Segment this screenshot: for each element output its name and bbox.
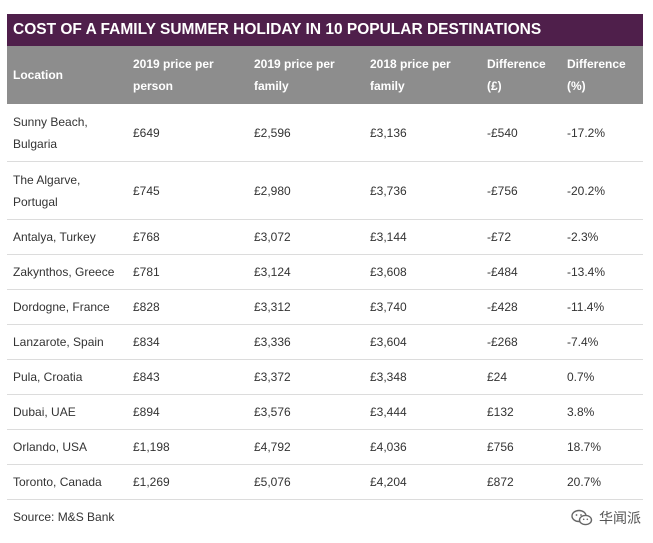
column-header-2019-price-per-family: 2019 price per family [248, 46, 364, 104]
cell-price-2019-family: £4,792 [248, 429, 364, 465]
cell-location: Dordogne, France [7, 289, 127, 325]
watermark: 华闻派 [571, 508, 641, 528]
source-note: Source: M&S Bank [13, 510, 115, 524]
cell-price-2019-person: £768 [127, 219, 248, 255]
cell-price-2019-person: £745 [127, 161, 248, 220]
cell-location: Orlando, USA [7, 429, 127, 465]
cell-price-2019-person: £834 [127, 324, 248, 360]
cell-price-2019-family: £3,576 [248, 394, 364, 430]
table-row: Pula, Croatia £843 £3,372 £3,348 £24 0.7% [7, 359, 643, 395]
cell-location: The Algarve, Portugal [7, 161, 127, 220]
watermark-text: 华闻派 [599, 510, 641, 526]
cell-difference-percent: 18.7% [561, 429, 643, 465]
cell-price-2019-person: £1,269 [127, 464, 248, 500]
cell-difference-percent: -7.4% [561, 324, 643, 360]
table-title: COST OF A FAMILY SUMMER HOLIDAY IN 10 PO… [7, 14, 643, 46]
column-header-difference-percent: Difference (%) [561, 46, 643, 104]
cell-location: Pula, Croatia [7, 359, 127, 395]
cell-difference-percent: 3.8% [561, 394, 643, 430]
table-row: Orlando, USA £1,198 £4,792 £4,036 £756 18.7% [7, 429, 643, 465]
cell-difference-percent: -11.4% [561, 289, 643, 325]
table-row: The Algarve, Portugal £745 £2,980 £3,736 -£7… [7, 161, 643, 220]
cell-price-2018-family: £3,348 [364, 359, 481, 395]
cell-location: Lanzarote, Spain [7, 324, 127, 360]
cell-difference-pounds: £756 [481, 429, 561, 465]
cell-difference-pounds: -£756 [481, 161, 561, 220]
table-row: Toronto, Canada £1,269 £5,076 £4,204 £872 20.… [7, 464, 643, 500]
column-header-2019-price-per-person: 2019 price per person [127, 46, 248, 104]
column-header-difference-pounds: Difference (£) [481, 46, 561, 104]
cell-price-2019-family: £3,372 [248, 359, 364, 395]
table-row: Dordogne, France £828 £3,312 £3,740 -£428 -11… [7, 289, 643, 325]
cell-location: Dubai, UAE [7, 394, 127, 430]
cell-difference-percent: 0.7% [561, 359, 643, 395]
cell-price-2019-family: £3,336 [248, 324, 364, 360]
table-row: Antalya, Turkey £768 £3,072 £3,144 -£72 -2.3% [7, 219, 643, 255]
cell-price-2018-family: £3,608 [364, 254, 481, 290]
wechat-icon [571, 509, 593, 527]
cell-price-2019-person: £781 [127, 254, 248, 290]
cell-location: Sunny Beach, Bulgaria [7, 104, 127, 162]
cell-price-2018-family: £3,136 [364, 104, 481, 162]
source-row: Source: M&S Bank [7, 500, 643, 535]
table-row: Lanzarote, Spain £834 £3,336 £3,604 -£268 -7.… [7, 324, 643, 360]
cell-difference-pounds: -£268 [481, 324, 561, 360]
cell-price-2019-family: £2,596 [248, 104, 364, 162]
column-header-2018-price-per-family: 2018 price per family [364, 46, 481, 104]
cell-difference-pounds: -£428 [481, 289, 561, 325]
cell-difference-pounds: £872 [481, 464, 561, 500]
cell-price-2019-family: £3,072 [248, 219, 364, 255]
cell-price-2018-family: £3,736 [364, 161, 481, 220]
cell-price-2019-person: £1,198 [127, 429, 248, 465]
cell-difference-pounds: £24 [481, 359, 561, 395]
cell-price-2018-family: £4,036 [364, 429, 481, 465]
table-row: Sunny Beach, Bulgaria £649 £2,596 £3,136 -£5… [7, 104, 643, 162]
cell-location: Toronto, Canada [7, 464, 127, 500]
cell-price-2019-person: £894 [127, 394, 248, 430]
cell-difference-percent: -2.3% [561, 219, 643, 255]
cell-difference-pounds: -£72 [481, 219, 561, 255]
cell-difference-percent: -13.4% [561, 254, 643, 290]
cell-price-2018-family: £4,204 [364, 464, 481, 500]
cell-price-2019-person: £828 [127, 289, 248, 325]
column-header-location: Location [7, 46, 127, 104]
cell-difference-pounds: -£484 [481, 254, 561, 290]
cell-price-2018-family: £3,740 [364, 289, 481, 325]
cell-difference-pounds: £132 [481, 394, 561, 430]
cell-price-2019-family: £5,076 [248, 464, 364, 500]
cell-price-2019-family: £2,980 [248, 161, 364, 220]
cell-price-2019-family: £3,312 [248, 289, 364, 325]
table-row: Zakynthos, Greece £781 £3,124 £3,608 -£484 -1… [7, 254, 643, 290]
cell-difference-percent: -20.2% [561, 161, 643, 220]
cell-difference-percent: 20.7% [561, 464, 643, 500]
cell-price-2019-person: £843 [127, 359, 248, 395]
holiday-cost-table: Location 2019 price per person 2019 pric… [7, 46, 643, 534]
table-row: Dubai, UAE £894 £3,576 £3,444 £132 3.8% [7, 394, 643, 430]
cell-price-2019-person: £649 [127, 104, 248, 162]
table-header-row: Location 2019 price per person 2019 pric… [7, 46, 643, 104]
table-container: COST OF A FAMILY SUMMER HOLIDAY IN 10 PO… [7, 14, 643, 536]
cell-price-2018-family: £3,144 [364, 219, 481, 255]
cell-location: Zakynthos, Greece [7, 254, 127, 290]
cell-location: Antalya, Turkey [7, 219, 127, 255]
cell-difference-pounds: -£540 [481, 104, 561, 162]
cell-price-2018-family: £3,444 [364, 394, 481, 430]
cell-price-2019-family: £3,124 [248, 254, 364, 290]
cell-price-2018-family: £3,604 [364, 324, 481, 360]
cell-difference-percent: -17.2% [561, 104, 643, 162]
